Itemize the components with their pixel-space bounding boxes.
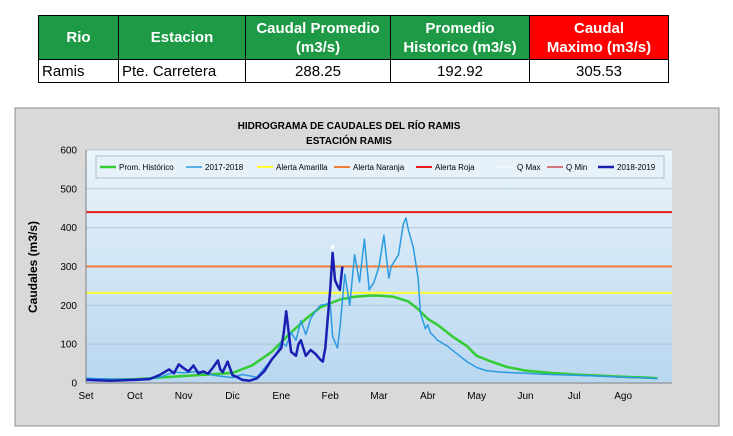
legend-label-prom-hist-rico: Prom. Histórico [119, 163, 174, 172]
x-tick-label: Jun [517, 391, 533, 402]
y-tick-label: 400 [60, 223, 77, 234]
series-line-prom-hist-rico [85, 294, 658, 381]
x-tick-label: Set [78, 391, 93, 402]
y-tick-label: 300 [60, 262, 77, 273]
series-line-2018-2019 [85, 251, 344, 382]
y-tick-labels: 0 100 200 300 400 500 600 [60, 146, 77, 390]
legend-label-alerta-naranja: Alerta Naranja [353, 163, 405, 172]
legend-label-q-min: Q Min [566, 163, 587, 172]
header-promedio-historico: Promedio Historico (m3/s) [390, 15, 530, 60]
x-tick-label: May [467, 391, 486, 402]
summary-header-row: Rio Estacion Caudal Promedio (m3/s) Prome… [38, 15, 669, 60]
header-rio: Rio [38, 15, 119, 60]
summary-table: Rio Estacion Caudal Promedio (m3/s) Prome… [38, 15, 669, 83]
cell-caudal-promedio: 288.25 [245, 59, 391, 83]
y-axis-label: Caudales (m3/s) [26, 221, 40, 313]
chart-title: HIDROGRAMA DE CAUDALES DEL RÍO RAMIS [238, 119, 461, 132]
legend-label-2018-2019: 2018-2019 [617, 163, 656, 172]
y-tick-label: 600 [60, 146, 77, 157]
y-tick-label: 500 [60, 184, 77, 195]
x-tick-label: Mar [370, 391, 388, 402]
cell-caudal-maximo: 305.53 [529, 59, 669, 83]
y-tick-label: 100 [60, 340, 77, 351]
x-tick-label: Dic [225, 391, 239, 402]
y-tick-label: 200 [60, 301, 77, 312]
chart-subtitle: ESTACIÓN RAMIS [306, 134, 392, 147]
cell-promedio-historico: 192.92 [390, 59, 530, 83]
header-caudal-maximo: Caudal Maximo (m3/s) [529, 15, 669, 60]
x-tick-labels: Set Oct Nov Dic Ene Feb Mar Abr May Jun Jul Ago [78, 391, 632, 402]
y-tick-label: 0 [71, 379, 77, 390]
series-point-q-max [330, 245, 335, 250]
x-tick-label: Feb [322, 391, 340, 402]
legend-box [95, 155, 665, 179]
x-tick-label: Ene [272, 391, 290, 402]
table-row: Ramis Pte. Carretera 288.25 192.92 305.5… [38, 59, 669, 83]
series-layer [85, 217, 658, 382]
x-tick-label: Ago [614, 391, 632, 402]
x-tick-label: Jul [568, 391, 581, 402]
x-tick-label: Oct [127, 391, 143, 402]
legend-label-alerta-roja: Alerta Roja [435, 163, 475, 172]
legend-label-2017-2018: 2017-2018 [205, 163, 244, 172]
legend: Prom. Histórico 2017-2018 Alerta Amarilla A… [95, 155, 665, 179]
legend-label-q-max: Q Max [517, 163, 541, 172]
x-tick-label: Nov [175, 391, 193, 402]
legend-label-alerta-amarilla: Alerta Amarilla [276, 163, 328, 172]
cell-estacion: Pte. Carretera [118, 59, 246, 83]
x-tick-label: Abr [420, 391, 436, 402]
